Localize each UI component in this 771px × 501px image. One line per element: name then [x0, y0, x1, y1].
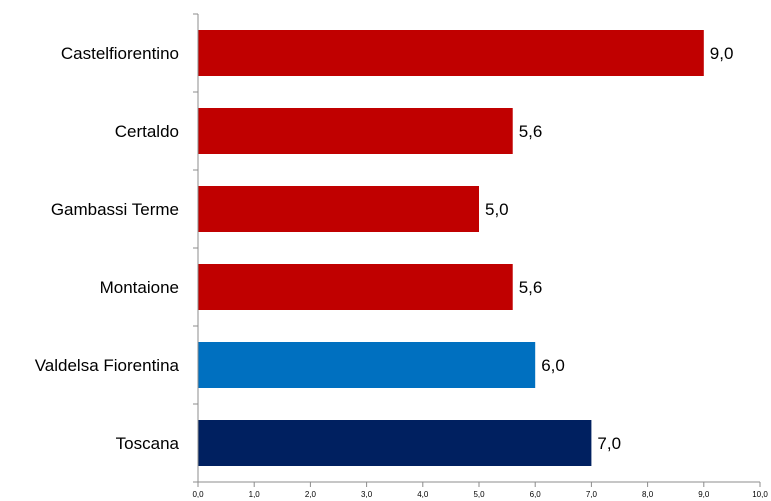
category-label: Castelfiorentino	[61, 44, 179, 63]
labels-layer: 0,0 1,0 2,0 3,0 4,0 5,0 6,0 7,0 8,0 9,0 10,0 Castel…	[35, 44, 769, 499]
x-tick-label: 7,0	[586, 490, 598, 499]
bar	[198, 30, 704, 76]
bar	[198, 420, 592, 466]
x-tick-label: 10,0	[752, 490, 768, 499]
bar	[198, 342, 536, 388]
x-tick-label: 0,0	[192, 490, 204, 499]
data-label: 5,6	[519, 278, 543, 297]
x-tick-label: 5,0	[473, 490, 485, 499]
category-label: Valdelsa Fiorentina	[35, 356, 180, 375]
x-tick-label: 8,0	[642, 490, 654, 499]
x-tick-label: 1,0	[249, 490, 261, 499]
category-label: Montaione	[100, 278, 179, 297]
x-tick-label: 3,0	[361, 490, 373, 499]
data-label: 5,0	[485, 200, 509, 219]
bars-layer	[198, 30, 704, 466]
bar	[198, 186, 479, 232]
data-label: 7,0	[597, 434, 621, 453]
x-tick-label: 4,0	[417, 490, 429, 499]
category-label: Gambassi Terme	[51, 200, 179, 219]
axes	[193, 13, 761, 487]
x-tick-label: 2,0	[305, 490, 317, 499]
data-label: 6,0	[541, 356, 565, 375]
x-tick-label: 9,0	[698, 490, 710, 499]
x-tick-label: 6,0	[530, 490, 542, 499]
data-label: 9,0	[710, 44, 734, 63]
category-label: Certaldo	[115, 122, 179, 141]
bar	[198, 108, 513, 154]
data-label: 5,6	[519, 122, 543, 141]
category-label: Toscana	[116, 434, 180, 453]
bar	[198, 264, 513, 310]
